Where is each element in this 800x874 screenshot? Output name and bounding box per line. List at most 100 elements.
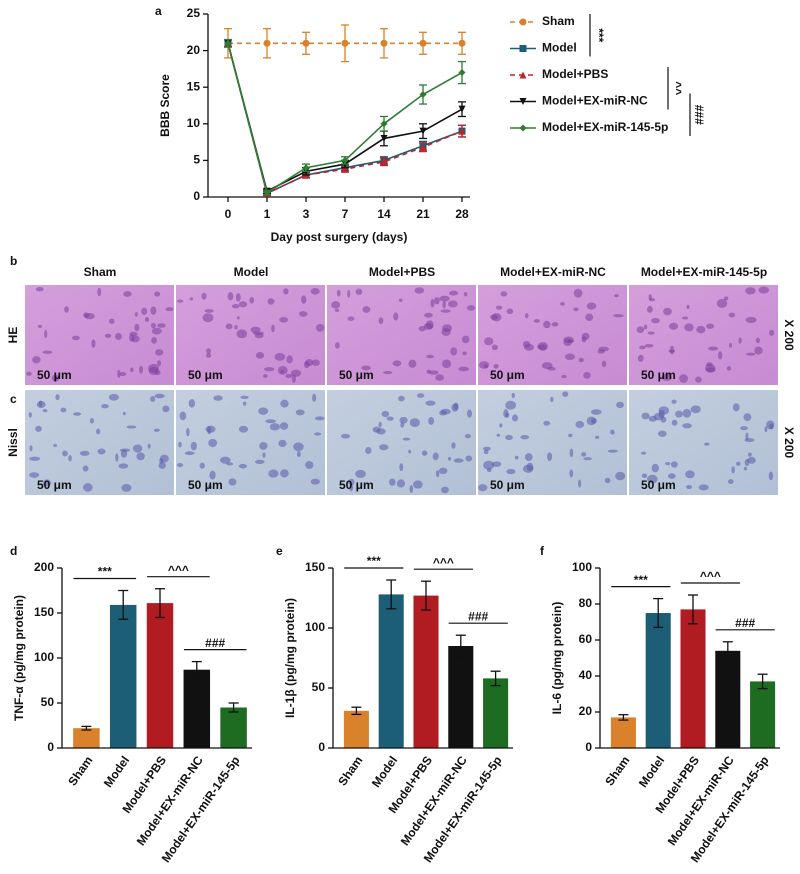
group-label: Model bbox=[234, 265, 269, 279]
scale-bar-label: 50 μm bbox=[490, 368, 525, 382]
cell bbox=[690, 405, 701, 414]
marker bbox=[458, 127, 466, 135]
bar bbox=[109, 604, 137, 748]
bar bbox=[220, 707, 247, 748]
x-tick-label: 7 bbox=[342, 207, 349, 221]
y-tick-label: 50 bbox=[312, 680, 326, 694]
cell bbox=[148, 363, 159, 373]
x-axis-title: Day post surgery (days) bbox=[271, 230, 408, 244]
cell bbox=[189, 297, 194, 301]
cell bbox=[336, 289, 341, 297]
cell bbox=[424, 312, 433, 318]
x-tick-label: Sham bbox=[335, 754, 365, 789]
x-tick-label: Model bbox=[101, 754, 132, 790]
cell bbox=[235, 293, 241, 302]
cell bbox=[372, 426, 381, 433]
cell bbox=[641, 412, 650, 420]
cell bbox=[500, 291, 508, 297]
cell bbox=[755, 337, 761, 344]
group-label: Model+EX-miR-NC bbox=[500, 265, 606, 279]
y-tick-label: 0 bbox=[47, 740, 54, 754]
cell bbox=[383, 371, 393, 375]
significance-label: *** bbox=[592, 28, 606, 42]
y-tick-label: 0 bbox=[318, 740, 325, 754]
cell bbox=[718, 351, 723, 360]
cell bbox=[754, 346, 763, 355]
cell bbox=[483, 460, 495, 470]
cell bbox=[686, 304, 690, 310]
cell bbox=[150, 306, 157, 315]
bar bbox=[483, 678, 509, 748]
cell bbox=[651, 317, 660, 324]
cell bbox=[499, 423, 503, 428]
cell bbox=[764, 426, 768, 433]
cell bbox=[696, 325, 706, 334]
cell bbox=[238, 301, 248, 308]
cell bbox=[610, 429, 615, 435]
cell bbox=[35, 425, 42, 432]
marker bbox=[519, 18, 527, 26]
cell bbox=[121, 483, 132, 492]
cell bbox=[204, 309, 214, 313]
cell bbox=[451, 442, 456, 449]
cell bbox=[118, 463, 129, 469]
cell bbox=[347, 316, 355, 321]
cell bbox=[399, 416, 408, 424]
cell bbox=[442, 359, 452, 369]
cell bbox=[89, 418, 95, 424]
cell bbox=[188, 399, 196, 408]
cell bbox=[728, 479, 734, 485]
cell bbox=[578, 479, 582, 488]
cell bbox=[679, 374, 689, 383]
cell bbox=[421, 450, 428, 456]
cell bbox=[511, 392, 516, 399]
marker bbox=[419, 39, 427, 47]
cell bbox=[462, 351, 467, 356]
cell bbox=[314, 432, 322, 436]
cell bbox=[769, 329, 775, 336]
x-tick-label: Sham bbox=[602, 754, 632, 789]
cell bbox=[707, 346, 719, 351]
marker bbox=[341, 165, 349, 173]
cell bbox=[601, 360, 607, 368]
y-tick-label: 15 bbox=[187, 79, 201, 93]
cell bbox=[398, 395, 405, 402]
legend-label: Model+EX-miR-145-5p bbox=[542, 120, 668, 134]
marker bbox=[458, 105, 466, 113]
panel-label: d bbox=[10, 544, 17, 558]
cell bbox=[280, 399, 289, 408]
cell bbox=[581, 452, 587, 457]
cell bbox=[268, 469, 279, 478]
y-tick-label: 150 bbox=[305, 560, 325, 574]
cell bbox=[355, 469, 366, 479]
cell bbox=[220, 456, 231, 464]
scale-bar-label: 50 μm bbox=[188, 368, 223, 382]
cell bbox=[598, 346, 610, 352]
cell bbox=[537, 341, 548, 351]
cell bbox=[249, 296, 255, 304]
cell bbox=[300, 295, 307, 304]
cell bbox=[743, 413, 752, 422]
stain-label: Nissl bbox=[6, 428, 20, 457]
cell bbox=[29, 456, 41, 461]
magnification: X 200 bbox=[782, 427, 796, 459]
cell bbox=[640, 451, 647, 455]
cell bbox=[441, 486, 449, 494]
cell bbox=[162, 405, 170, 413]
cell bbox=[101, 403, 109, 409]
cell bbox=[612, 314, 624, 318]
cell bbox=[263, 374, 268, 378]
bar bbox=[715, 650, 741, 748]
cell bbox=[747, 452, 752, 457]
cell bbox=[236, 329, 248, 339]
y-tick-label: 100 bbox=[572, 560, 592, 574]
cell bbox=[491, 344, 499, 351]
cell bbox=[482, 446, 491, 451]
cell bbox=[117, 369, 121, 379]
cell bbox=[55, 394, 60, 401]
cell bbox=[562, 391, 569, 397]
cell bbox=[506, 308, 514, 315]
marker bbox=[419, 143, 427, 151]
cell bbox=[586, 416, 597, 426]
cell bbox=[440, 309, 451, 313]
